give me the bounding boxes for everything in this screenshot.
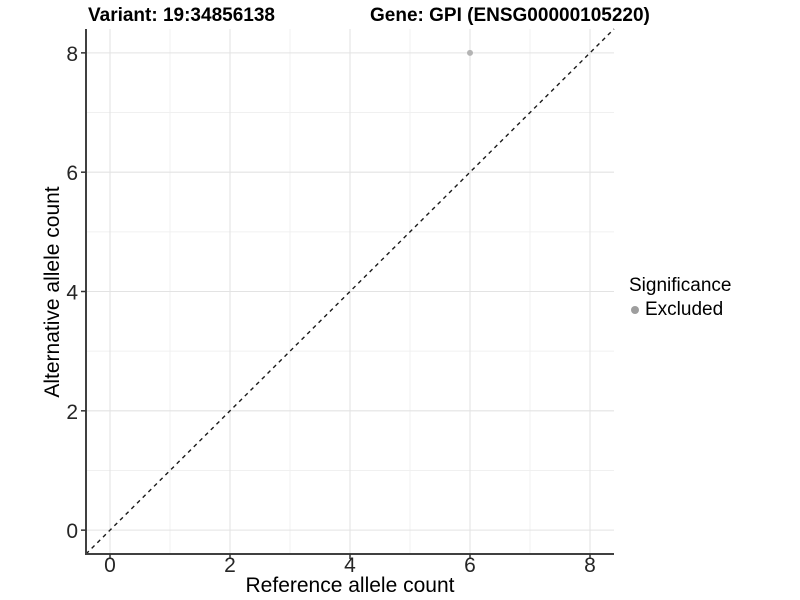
svg-text:0: 0 [104, 554, 116, 577]
legend-item-label: Excluded [645, 299, 724, 320]
svg-text:2: 2 [224, 554, 236, 577]
plot-title-gene: Gene: GPI (ENSG00000105220) [370, 5, 650, 26]
svg-text:0: 0 [66, 520, 78, 543]
legend-title: Significance [629, 275, 732, 296]
svg-text:6: 6 [464, 554, 476, 577]
svg-text:4: 4 [344, 554, 356, 577]
svg-text:2: 2 [66, 401, 78, 424]
svg-text:4: 4 [66, 282, 78, 305]
svg-text:8: 8 [584, 554, 596, 577]
legend: Significance Excluded [629, 275, 731, 321]
legend-item-excluded: Excluded [629, 299, 731, 321]
plot-title-variant: Variant: 19:34856138 [88, 5, 275, 26]
legend-point-icon [631, 306, 639, 314]
x-axis-title: Reference allele count [245, 574, 455, 597]
svg-text:6: 6 [66, 162, 78, 185]
svg-text:8: 8 [66, 43, 78, 66]
y-axis-title: Alternative allele count [41, 186, 64, 398]
